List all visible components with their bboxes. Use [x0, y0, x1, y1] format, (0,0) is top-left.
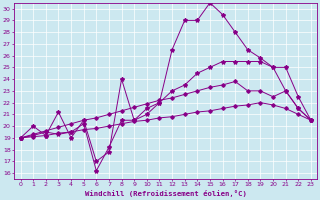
- X-axis label: Windchill (Refroidissement éolien,°C): Windchill (Refroidissement éolien,°C): [85, 190, 247, 197]
